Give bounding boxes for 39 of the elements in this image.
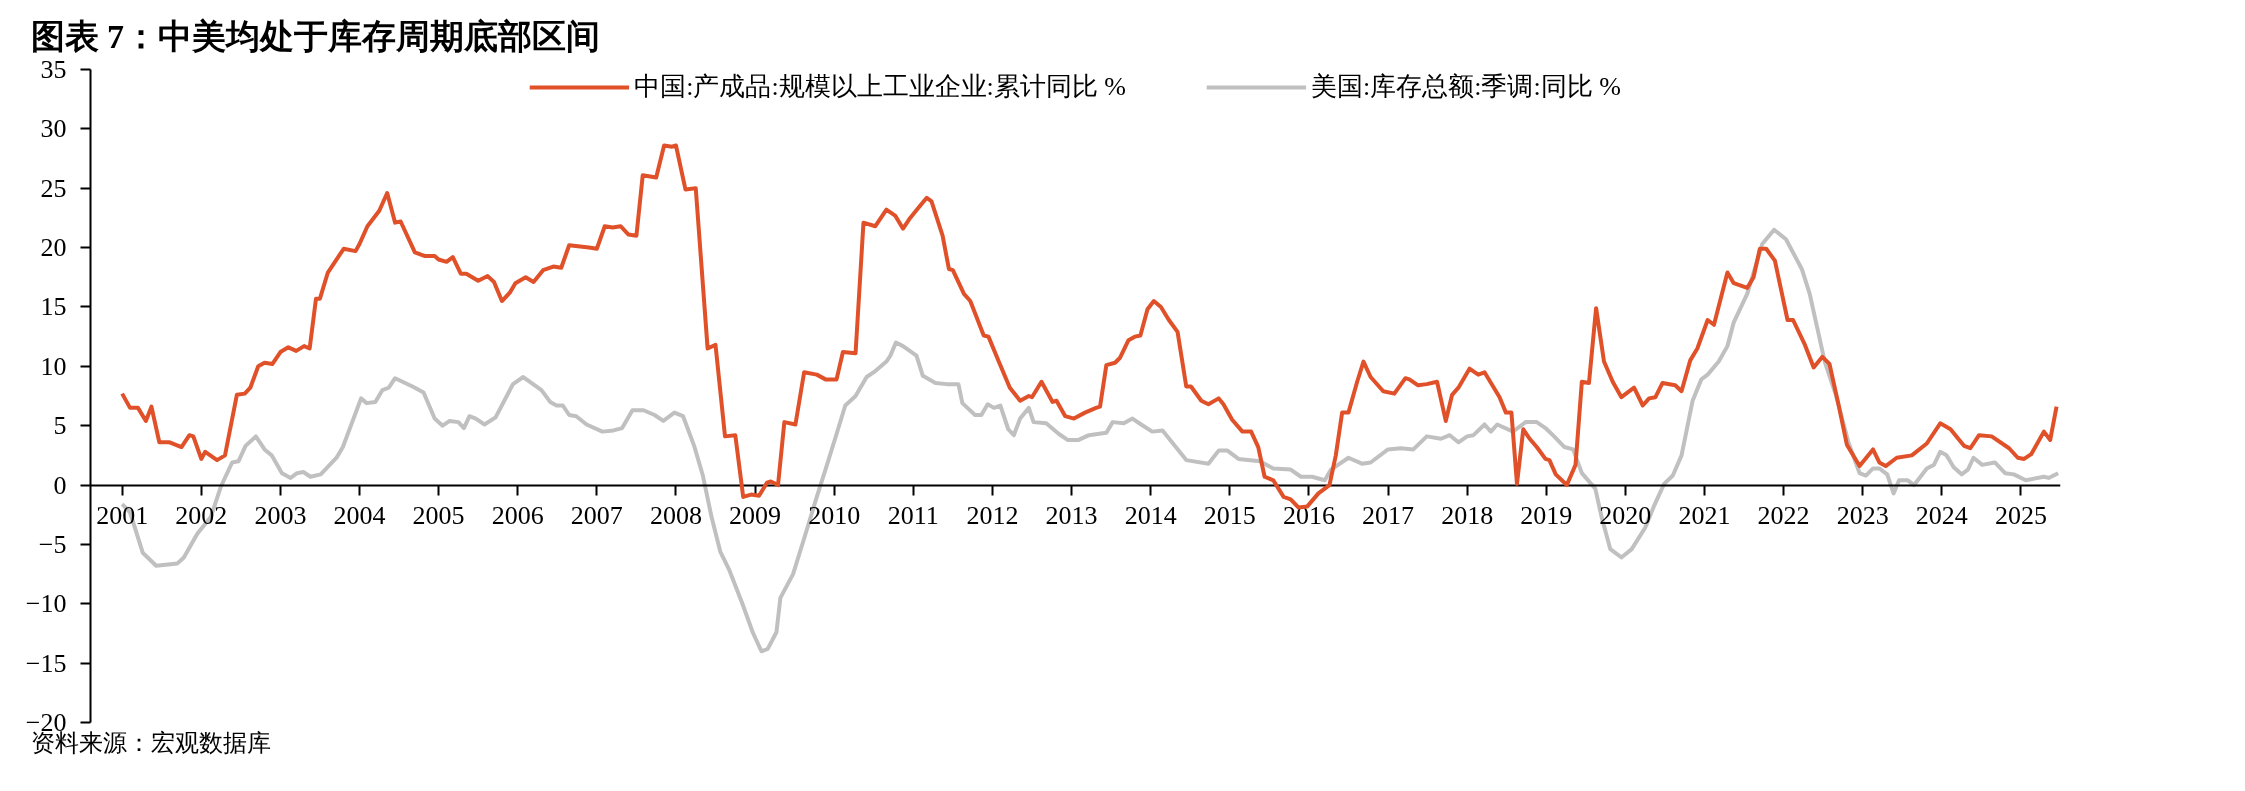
x-tick-label: 2002 [175,501,228,531]
x-tick-label: 2017 [1362,501,1415,531]
x-tick-label: 2009 [729,501,782,531]
x-tick-label: 2012 [966,501,1019,531]
x-tick-label: 2022 [1757,501,1810,531]
y-tick-label: 20 [40,233,67,263]
x-tick-label: 2016 [1282,501,1335,531]
x-tick-label: 2008 [649,501,702,531]
chart-title: 图表 7：中美均处于库存周期底部区间 [30,17,600,55]
y-tick-label: 10 [40,351,67,381]
legend-label: 中国:产成品:规模以上工业企业:累计同比 % [634,71,1126,103]
x-tick-label: 2007 [570,501,623,531]
x-tick-label: 2015 [1203,501,1256,531]
x-tick-label: 2006 [491,501,544,531]
x-tick-label: 2003 [254,501,307,531]
x-tick-label: 2010 [808,501,861,531]
x-tick-label: 2020 [1599,501,1652,531]
y-tick-label: −5 [38,529,67,559]
x-tick-label: 2024 [1915,501,1968,531]
x-tick-label: 2014 [1124,501,1177,531]
x-tick-label: 2025 [1994,501,2047,531]
y-tick-label: 5 [53,411,67,441]
x-tick-label: 2001 [96,501,149,531]
y-tick-label: −15 [25,648,67,678]
y-tick-label: 0 [53,470,67,500]
x-tick-label: 2013 [1045,501,1098,531]
y-tick-label: 35 [40,55,67,84]
x-tick-label: 2005 [412,501,465,531]
y-tick-label: 25 [40,173,67,203]
y-tick-label: 15 [40,292,67,322]
x-tick-label: 2018 [1441,501,1494,531]
y-tick-label: −10 [25,589,67,619]
x-tick-label: 2019 [1520,501,1573,531]
y-tick-label: 30 [40,114,67,144]
x-tick-label: 2004 [333,501,386,531]
x-tick-label: 2023 [1836,501,1889,531]
legend-label: 美国:库存总额:季调:同比 % [1311,71,1621,103]
x-tick-label: 2011 [887,501,939,531]
x-tick-label: 2021 [1678,501,1731,531]
